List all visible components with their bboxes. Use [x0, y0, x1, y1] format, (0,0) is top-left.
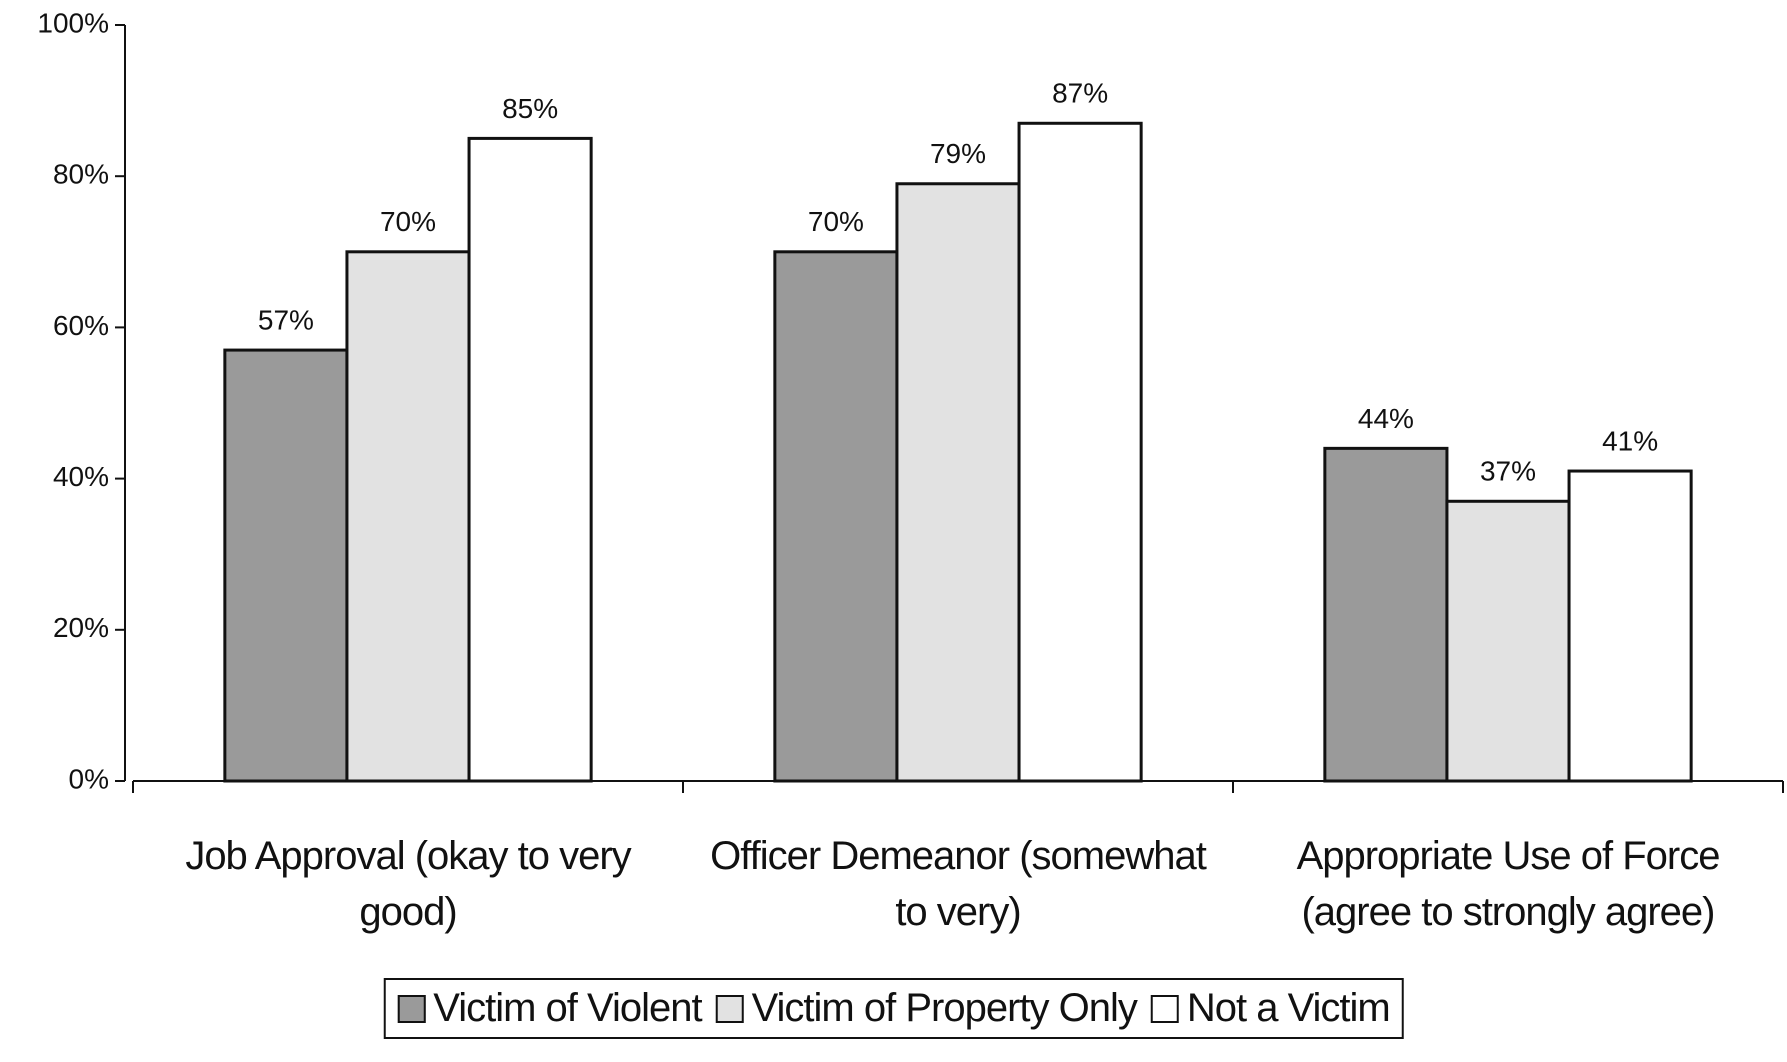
value-label: 41% — [1602, 425, 1658, 456]
bar — [223, 348, 349, 783]
bar — [1017, 121, 1143, 783]
legend-swatch — [1150, 994, 1179, 1023]
bar — [345, 250, 471, 783]
value-label: 70% — [380, 206, 436, 237]
legend-swatch — [397, 994, 426, 1023]
bar — [467, 136, 593, 783]
legend-label: Victim of Violent — [433, 986, 702, 1030]
value-label: 37% — [1480, 456, 1536, 487]
bar — [1445, 499, 1571, 783]
value-label: 87% — [1052, 78, 1108, 109]
value-label: 85% — [502, 93, 558, 124]
x-tick-label: Officer Demeanor (somewhat to very) — [710, 834, 1207, 934]
y-tick-label: 40% — [53, 461, 109, 492]
x-tick-label: Appropriate Use of Force (agree to stron… — [1296, 834, 1721, 934]
value-label: 79% — [930, 138, 986, 169]
legend-label: Victim of Property Only — [751, 986, 1138, 1030]
legend-swatch — [715, 994, 744, 1023]
legend-item: Victim of Property Only — [715, 986, 1138, 1031]
legend-item: Not a Victim — [1150, 986, 1391, 1031]
y-tick-label: 0% — [69, 763, 109, 794]
y-tick-label: 80% — [53, 159, 109, 190]
bar — [773, 250, 899, 783]
bar — [1323, 446, 1449, 783]
y-tick-label: 60% — [53, 310, 109, 341]
legend: Victim of Violent Victim of Property Only… — [383, 978, 1404, 1039]
value-label: 70% — [808, 206, 864, 237]
x-tick-label: Job Approval (okay to very good) — [185, 834, 631, 934]
y-tick-label: 20% — [53, 612, 109, 643]
value-label: 44% — [1358, 403, 1414, 434]
bar — [895, 182, 1021, 783]
bar — [1567, 469, 1693, 783]
legend-item: Victim of Violent — [397, 986, 703, 1031]
value-label: 57% — [258, 304, 314, 335]
legend-label: Not a Victim — [1186, 986, 1391, 1030]
y-tick-label: 100% — [37, 7, 109, 38]
